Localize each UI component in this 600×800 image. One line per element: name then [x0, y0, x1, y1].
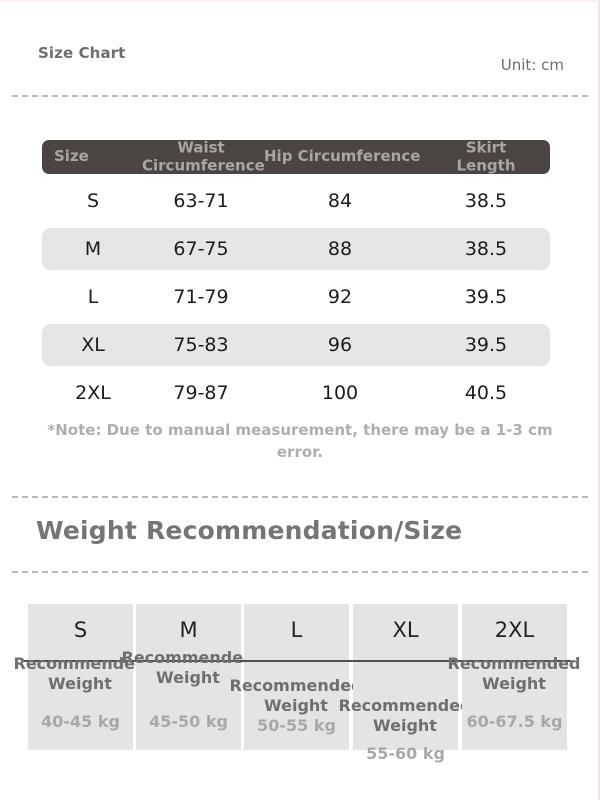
cell-length: 38.5 — [464, 190, 508, 212]
column-header-size: Size — [54, 147, 89, 166]
cell-hip: 84 — [327, 190, 353, 212]
card-recommended-label: Recommended Weight — [229, 676, 363, 715]
card-size-label: M — [179, 618, 198, 642]
weight-card-list: S Recommended Weight 40-45 kg M Recommen… — [0, 604, 600, 763]
cell-hip: 88 — [327, 238, 353, 260]
card-weight-value: 50-55 kg — [257, 716, 336, 735]
card-size-label: 2XL — [494, 618, 535, 642]
card-weight-value: 55-60 kg — [366, 744, 445, 763]
card-size-label: L — [290, 618, 303, 642]
card-rule — [458, 660, 571, 662]
card-weight-value: 60-67.5 kg — [466, 712, 563, 731]
cell-waist: 67-75 — [173, 238, 229, 260]
table-row: 2XL 79-87 100 40.5 — [42, 372, 550, 414]
cell-length: 38.5 — [464, 238, 508, 260]
cell-waist: 63-71 — [173, 190, 229, 212]
cell-length: 40.5 — [464, 382, 508, 404]
page-title: Size Chart — [38, 44, 126, 62]
table-row: M 67-75 88 38.5 — [42, 228, 550, 270]
table-header-row: Size Waist Circumference Hip Circumferen… — [42, 138, 550, 174]
cell-hip: 92 — [327, 286, 353, 308]
divider-top — [12, 95, 588, 97]
cell-length: 39.5 — [464, 334, 508, 356]
cell-size: S — [86, 190, 100, 212]
card-recommended-label: Recommended Weight — [338, 696, 472, 735]
unit-label: Unit: cm — [500, 56, 564, 74]
weight-section-heading: Weight Recommendation/Size — [36, 516, 463, 545]
card-rule — [240, 660, 353, 662]
size-chart-header: Size Chart Unit: cm — [0, 32, 600, 87]
card-rule — [132, 660, 245, 662]
card-weight-value: 45-50 kg — [149, 712, 228, 731]
cell-hip: 96 — [327, 334, 353, 356]
weight-card-m: M Recommended Weight 45-50 kg — [122, 604, 255, 750]
cell-size: M — [84, 238, 102, 260]
cell-waist: 71-79 — [173, 286, 229, 308]
card-rule — [24, 660, 137, 662]
table-row: XL 75-83 96 39.5 — [42, 324, 550, 366]
measurement-note: *Note: Due to manual measurement, there … — [47, 421, 553, 461]
column-header-waist: Waist Circumference — [142, 138, 265, 174]
divider-middle — [12, 496, 588, 498]
cell-waist: 79-87 — [173, 382, 229, 404]
cell-size: XL — [81, 334, 105, 356]
divider-weight — [12, 571, 588, 573]
weight-card-l: L Recommended Weight 50-55 kg — [230, 604, 363, 750]
card-recommended-label: Recommended Weight — [13, 654, 147, 693]
card-recommended-label: Recommended Weight — [121, 648, 255, 687]
weight-card-s: S Recommended Weight 40-45 kg — [14, 604, 147, 750]
card-size-label: XL — [392, 618, 419, 642]
cell-length: 39.5 — [464, 286, 508, 308]
weight-card-xl: XL Recommended Weight 55-60 kg — [339, 604, 472, 763]
weight-card-2xl: 2XL Recommended Weight 60-67.5 kg — [448, 604, 581, 750]
card-recommended-label: Recommended Weight — [447, 654, 581, 693]
card-rule — [349, 660, 462, 662]
cell-waist: 75-83 — [173, 334, 229, 356]
card-weight-value: 40-45 kg — [41, 712, 120, 731]
column-header-length: Skirt Length — [456, 138, 516, 174]
cell-size: 2XL — [75, 382, 111, 404]
card-size-label: S — [73, 618, 88, 642]
cell-size: L — [87, 286, 99, 308]
column-header-hip: Hip Circumference — [264, 147, 421, 166]
table-row: L 71-79 92 39.5 — [42, 276, 550, 318]
table-row: S 63-71 84 38.5 — [42, 180, 550, 222]
cell-hip: 100 — [321, 382, 359, 404]
